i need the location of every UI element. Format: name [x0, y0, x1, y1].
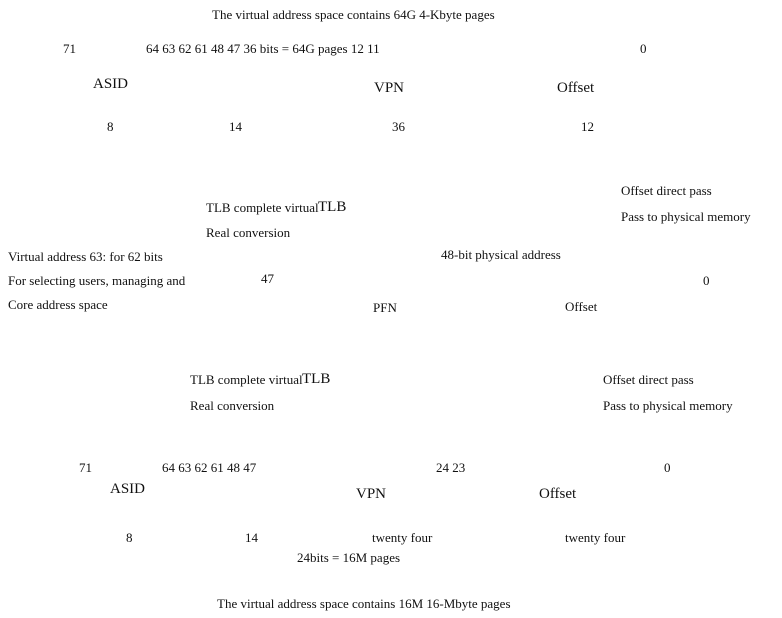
- bottom-pages-note: 24bits = 16M pages: [297, 550, 401, 565]
- bottom-width-offset: twenty four: [565, 530, 626, 545]
- note-line3: Core address space: [8, 297, 108, 312]
- bottom-bit-71: 71: [79, 460, 92, 475]
- note-line1: Virtual address 63: for 62 bits: [8, 249, 163, 264]
- top-field-asid: ASID: [93, 76, 129, 92]
- top-tlb-line1: TLB complete virtual: [206, 200, 319, 215]
- top-caption: The virtual address space contains 64G 4…: [212, 7, 495, 22]
- top-bit-71: 71: [63, 41, 76, 56]
- top-field-offset: Offset: [557, 80, 595, 96]
- bottom-tlb-overlay: TLB: [302, 371, 331, 387]
- bottom-field-offset: Offset: [539, 486, 577, 502]
- top-offset-pass-line1: Offset direct pass: [621, 183, 712, 198]
- bottom-tlb-line2: Real conversion: [190, 398, 275, 413]
- bottom-width-asid: 8: [126, 530, 133, 545]
- top-width-vpn: 36: [392, 119, 405, 134]
- bottom-offset-pass-line2: Pass to physical memory: [603, 398, 733, 413]
- phys-address-label: 48-bit physical address: [441, 247, 561, 262]
- top-offset-pass-line2: Pass to physical memory: [621, 209, 751, 224]
- phys-bit-0: 0: [703, 273, 710, 288]
- top-width-gap: 14: [229, 119, 242, 134]
- bottom-offset-pass-line1: Offset direct pass: [603, 372, 694, 387]
- top-tlb-overlay: TLB: [318, 199, 347, 215]
- top-bit-positions: 64 63 62 61 48 47 36 bits = 64G pages 12…: [146, 41, 380, 56]
- phys-field-pfn: PFN: [373, 300, 397, 315]
- top-width-asid: 8: [107, 119, 114, 134]
- top-bit-0: 0: [640, 41, 647, 56]
- bottom-bit-positions: 64 63 62 61 48 47: [162, 460, 257, 475]
- top-tlb-line2: Real conversion: [206, 225, 291, 240]
- top-width-offset: 12: [581, 119, 594, 134]
- bottom-field-asid: ASID: [110, 481, 146, 497]
- bottom-tlb-line1: TLB complete virtual: [190, 372, 303, 387]
- phys-field-offset: Offset: [565, 299, 598, 314]
- bottom-width-gap: 14: [245, 530, 258, 545]
- bottom-bit-24-23: 24 23: [436, 460, 466, 475]
- bottom-caption: The virtual address space contains 16M 1…: [217, 596, 511, 611]
- bottom-width-vpn: twenty four: [372, 530, 433, 545]
- bottom-bit-0: 0: [664, 460, 671, 475]
- note-line2: For selecting users, managing and: [8, 273, 186, 288]
- top-field-vpn: VPN: [374, 80, 405, 96]
- bottom-field-vpn: VPN: [356, 486, 387, 502]
- phys-bit-47: 47: [261, 271, 274, 286]
